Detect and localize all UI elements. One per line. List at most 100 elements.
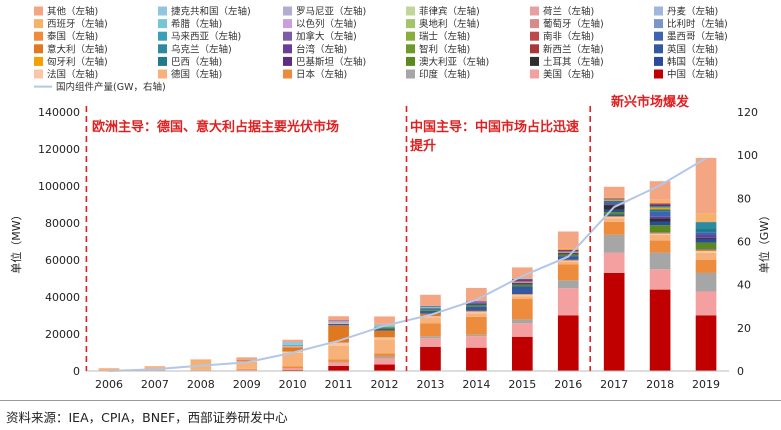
- bar-segment: [466, 316, 487, 335]
- legend-swatch: [654, 6, 663, 16]
- production-line-path: [108, 157, 707, 372]
- bar-segment: [603, 209, 625, 213]
- legend-label: 瑞士（左轴): [419, 31, 470, 43]
- legend-swatch: [158, 19, 167, 29]
- bar-segment: [603, 202, 625, 205]
- legend-label: 葡萄牙（左轴): [543, 18, 604, 30]
- annotation-europe: 欧洲主导：德国、意大利占据主要光伏市场: [92, 119, 339, 135]
- bar-segment: [511, 336, 533, 371]
- legend-label: 乌克兰（左轴): [171, 43, 232, 55]
- annotation-china: 中国主导：中国市场占比迅速: [410, 119, 579, 135]
- legend-label: 国内组件产量(GW，右轴): [56, 81, 166, 93]
- bar-segment: [557, 288, 579, 316]
- bar-segment: [649, 218, 671, 222]
- bar-segment: [374, 339, 395, 354]
- bar-segment: [374, 316, 395, 324]
- bar-segment: [466, 302, 487, 304]
- legend-label: 巴基斯坦（左轴): [296, 56, 366, 68]
- bar-segment: [466, 311, 487, 314]
- bar-segment: [603, 199, 625, 201]
- bar-segment: [511, 286, 533, 295]
- legend-swatch: [530, 31, 539, 41]
- bar-segment: [603, 200, 625, 203]
- legend-swatch: [283, 56, 292, 66]
- bar-segment: [695, 249, 717, 251]
- legend-swatch: [530, 44, 539, 54]
- bar-segment: [695, 235, 717, 238]
- bar-segment: [695, 157, 717, 214]
- bar-segment: [236, 359, 258, 361]
- bar-segment: [236, 357, 258, 360]
- legend-label: 墨西哥（左轴): [667, 31, 728, 43]
- y2-tick-label: 120: [737, 106, 758, 119]
- bar-segment: [420, 309, 441, 311]
- x-tick-label: 2017: [600, 378, 628, 391]
- y2-tick-label: 60: [737, 236, 751, 249]
- bar-segment: [603, 216, 625, 219]
- legend-label: 匈牙利（左轴): [47, 56, 108, 68]
- bar-segment: [328, 316, 349, 321]
- bar-segment: [420, 346, 441, 371]
- bar-segment: [557, 260, 579, 262]
- annotation-china-cont: 提升: [410, 138, 436, 154]
- bar-segment: [282, 345, 304, 347]
- bar-segment: [328, 320, 349, 322]
- y-tick-label: 100000: [38, 180, 80, 193]
- legend-swatch: [530, 56, 539, 66]
- bar-segment: [190, 360, 212, 366]
- bar-segment: [144, 366, 166, 368]
- bar-segment: [695, 232, 717, 236]
- legend-label: 加拿大（左轴): [296, 31, 357, 43]
- bar-segment: [649, 211, 671, 217]
- legend-label: 德国（左轴): [171, 69, 222, 81]
- bar-segment: [557, 248, 579, 250]
- bar-segment: [328, 323, 349, 324]
- x-tick-label: 2015: [508, 378, 536, 391]
- legend-swatch: [406, 31, 415, 41]
- y2-tick-label: 20: [737, 322, 751, 335]
- bar-segment: [420, 305, 441, 307]
- legend-label: 美国（左轴): [543, 69, 594, 81]
- divider: [0, 400, 781, 401]
- y2-tick-label: 40: [737, 279, 751, 292]
- annotation-emerging: 新兴市场爆发: [611, 94, 690, 110]
- legend-label: 荷兰（左轴): [543, 6, 594, 18]
- legend: 其他（左轴) 捷克共和国（左轴) 罗马尼亚（左轴) 菲律宾（左轴) 荷兰（左轴) 丹麦（左…: [34, 6, 728, 93]
- legend-label: 以色列（左轴): [296, 18, 357, 30]
- source-note: 资料来源：IEA，CPIA，BNEF，西部证券研发中心: [6, 410, 288, 425]
- legend-label: 丹麦（左轴): [667, 6, 718, 18]
- bar-segment: [511, 284, 533, 287]
- bar-segment: [236, 369, 258, 371]
- legend-swatch: [406, 44, 415, 54]
- bar-segment: [190, 359, 212, 361]
- bar-segment: [466, 306, 487, 311]
- bar-segment: [511, 323, 533, 337]
- legend-swatch: [283, 31, 292, 41]
- bar-segment: [649, 233, 671, 236]
- legend-label: 西班牙（左轴): [47, 18, 108, 30]
- bar-segment: [557, 315, 579, 371]
- bar-segment: [695, 242, 717, 250]
- bar-segment: [374, 356, 395, 359]
- legend-label: 比利时（左轴): [667, 18, 728, 30]
- bar-segment: [466, 336, 487, 348]
- y2-axis-label: 单位（GW）: [757, 210, 771, 273]
- bar-segment: [420, 294, 441, 306]
- legend-swatch: [530, 6, 539, 16]
- bar-segment: [374, 329, 395, 331]
- y-tick-label: 80000: [45, 217, 80, 230]
- bar-segment: [328, 323, 349, 326]
- x-tick-label: 2012: [371, 378, 399, 391]
- y-tick-label: 40000: [45, 291, 80, 304]
- y2-tick-label: 80: [737, 192, 751, 205]
- legend-swatch: [34, 6, 43, 16]
- bar-segment: [466, 304, 487, 307]
- bar-segment: [511, 294, 533, 295]
- bar-segment: [649, 216, 671, 219]
- bar-segment: [603, 221, 625, 235]
- legend-swatch: [158, 56, 167, 66]
- bar-segment: [466, 301, 487, 303]
- bar-segment: [466, 313, 487, 317]
- bar-segment: [374, 323, 395, 325]
